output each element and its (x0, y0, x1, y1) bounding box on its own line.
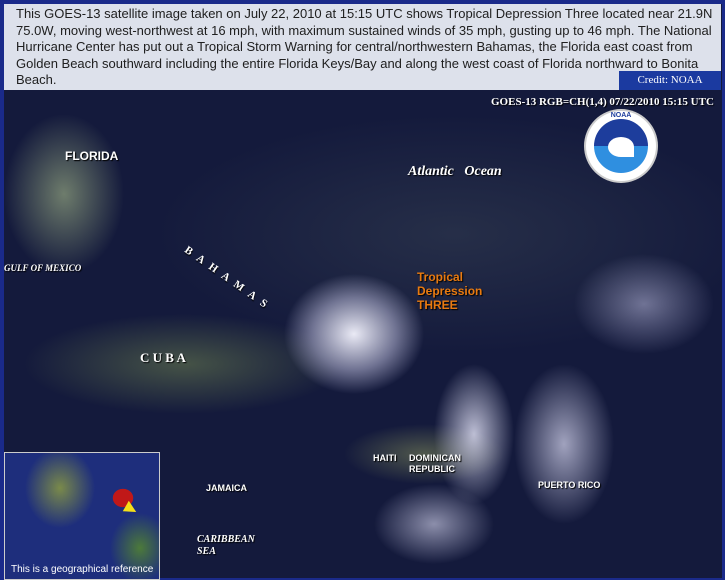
label-tropical-depression-three: Tropical Depression THREE (417, 270, 483, 312)
image-header: GOES-13 RGB=CH(1,4) 07/22/2010 15:15 UTC (491, 96, 714, 108)
label-cuba: C U B A (140, 350, 186, 365)
caption-box: This GOES-13 satellite image taken on Ju… (4, 4, 721, 90)
label-bahamas: BAHAMAS (182, 244, 276, 315)
arrow-icon (122, 500, 140, 518)
label-haiti: HAITI (373, 453, 397, 463)
credit-badge: Credit: NOAA (619, 71, 721, 90)
noaa-logo-text: NOAA (610, 112, 632, 119)
label-dominican-republic: DOMINICAN REPUBLIC (409, 453, 461, 474)
label-jamaica: JAMAICA (206, 483, 248, 493)
label-atlantic-ocean: Atlantic Ocean (408, 164, 502, 179)
label-puerto-rico: PUERTO RICO (538, 480, 601, 490)
label-caribbean-sea: CARIBBEAN SEA (197, 534, 255, 557)
label-florida: FLORIDA (65, 149, 119, 163)
noaa-logo: NOAA (586, 111, 656, 181)
label-gulf-of-mexico: GULF OF MEXICO (4, 263, 82, 273)
inset-caption: This is a geographical reference (11, 564, 154, 575)
caption-text: This GOES-13 satellite image taken on Ju… (16, 6, 713, 87)
geographical-reference-inset: This is a geographical reference (4, 452, 160, 580)
